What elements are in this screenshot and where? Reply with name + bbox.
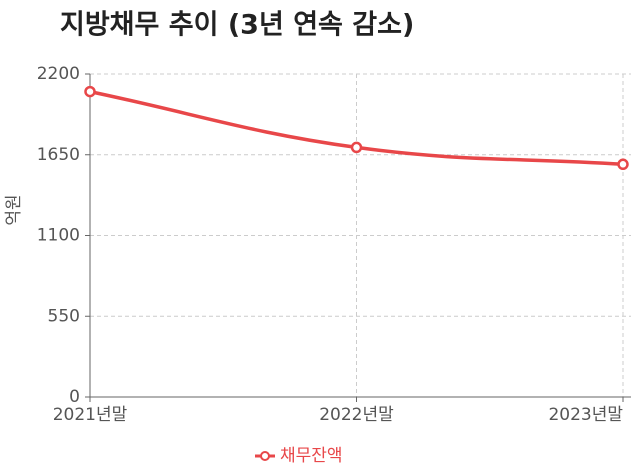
y-tick-label: 0 [69, 387, 80, 407]
y-axis-label: 억원 [4, 194, 24, 225]
y-tick-label: 1650 [37, 145, 80, 165]
point [350, 141, 363, 154]
chart-title: 지방채무 추이 (3년 연속 감소) [60, 10, 414, 41]
y-tick-label: 1100 [37, 226, 80, 246]
point [617, 158, 629, 171]
x-tick-label: 2022년말 [319, 405, 394, 425]
legend-marker [260, 451, 270, 461]
x-tick-label: 2023년말 [548, 405, 623, 425]
legend-label: 채무잔액 [280, 446, 343, 466]
y-tick-label: 2200 [37, 64, 80, 84]
point [84, 85, 96, 98]
y-tick-label: 550 [48, 306, 80, 326]
x-tick-label: 2021년말 [53, 405, 128, 425]
